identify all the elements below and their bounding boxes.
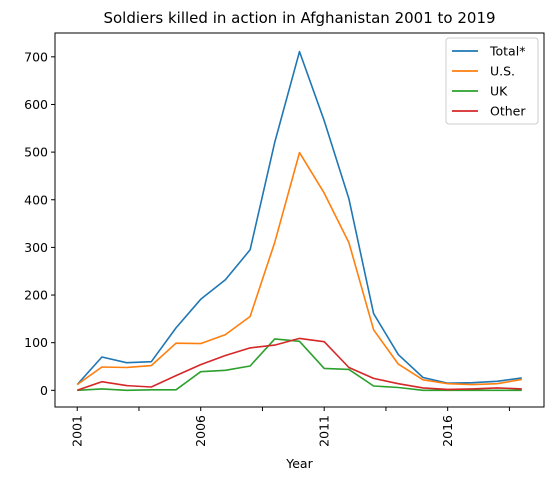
- legend-box: [445, 37, 539, 125]
- legend: Total* U.S. UK Other: [445, 37, 539, 125]
- x-tick-label: 2011: [317, 415, 332, 447]
- y-tick-label: 0: [40, 383, 48, 398]
- plot-area: 0 100 200 300 400 500 600 700 2001 2006 2011 2016: [24, 32, 545, 447]
- x-axis-label: Year: [285, 456, 313, 471]
- chart-title: Soldiers killed in action in Afghanistan…: [103, 9, 495, 27]
- legend-label: U.S.: [490, 64, 515, 79]
- series-line-3: [76, 337, 522, 392]
- legend-label: Other: [490, 104, 526, 119]
- x-tick-label: 2006: [193, 415, 208, 447]
- y-tick-label: 600: [24, 97, 48, 112]
- y-tick-label: 400: [24, 192, 48, 207]
- x-axis: 2001 2006 2011 2016: [70, 407, 510, 447]
- y-tick-label: 200: [24, 288, 48, 303]
- x-tick-label: 2016: [440, 415, 455, 447]
- y-tick-label: 300: [24, 240, 48, 255]
- y-tick-label: 100: [24, 335, 48, 350]
- legend-label: UK: [490, 84, 508, 99]
- series-lines: [76, 50, 522, 392]
- y-axis: 0 100 200 300 400 500 600 700: [24, 49, 55, 398]
- x-tick-label: 2001: [70, 415, 85, 447]
- legend-label: Total*: [489, 44, 525, 59]
- series-line-2: [77, 338, 522, 392]
- y-tick-label: 500: [24, 145, 48, 160]
- y-tick-label: 700: [24, 49, 48, 64]
- series-line-1: [76, 151, 522, 386]
- axes-frame: [54, 32, 545, 408]
